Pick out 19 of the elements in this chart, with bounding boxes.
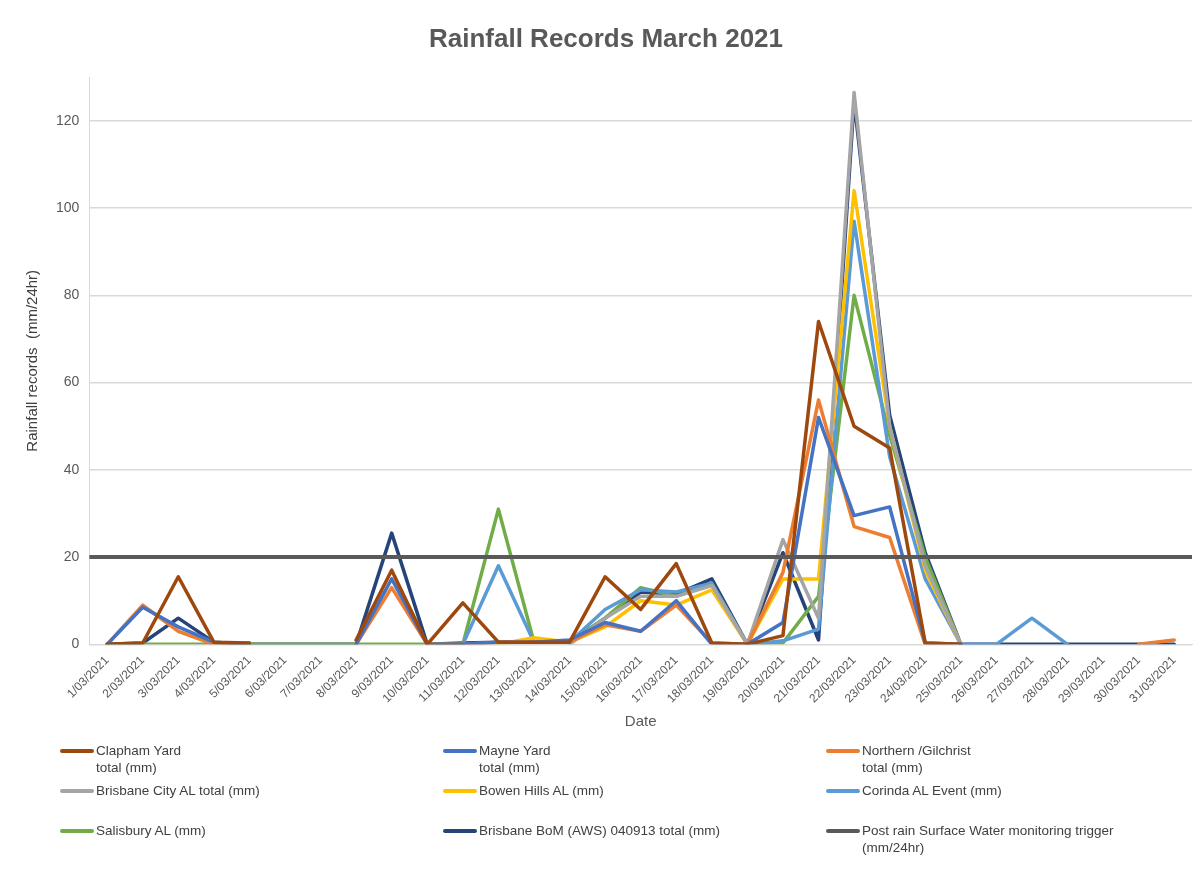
- y-tick-label: 60: [63, 373, 80, 390]
- legend-label: Mayne Yard total (mm): [479, 742, 551, 776]
- y-tick-label: 100: [56, 198, 80, 215]
- y-tick-label: 20: [63, 547, 80, 564]
- legend-label: Clapham Yard total (mm): [96, 742, 182, 776]
- y-axis-title: Rainfall records (mm/24hr): [23, 269, 41, 452]
- y-tick-label: 0: [71, 635, 80, 652]
- legend-label: Bowen Hills AL (mm): [479, 782, 604, 799]
- legend-label: Salisbury AL (mm): [96, 822, 206, 839]
- y-tick-label: 120: [56, 111, 80, 128]
- y-tick-label: 40: [63, 460, 80, 477]
- y-tick-label: 80: [63, 286, 80, 303]
- chart-title: Rainfall Records March 2021: [428, 22, 784, 53]
- legend-label: Northern /Gilchrist total (mm): [862, 742, 971, 776]
- x-axis-title: Date: [624, 712, 657, 730]
- legend-label: Brisbane City AL total (mm): [96, 782, 260, 799]
- legend-label: Post rain Surface Water monitoring trigger (mm/24hr): [862, 822, 1114, 856]
- legend-label: Corinda AL Event (mm): [862, 782, 1002, 799]
- legend-label: Brisbane BoM (AWS) 040913 total (mm): [479, 822, 721, 839]
